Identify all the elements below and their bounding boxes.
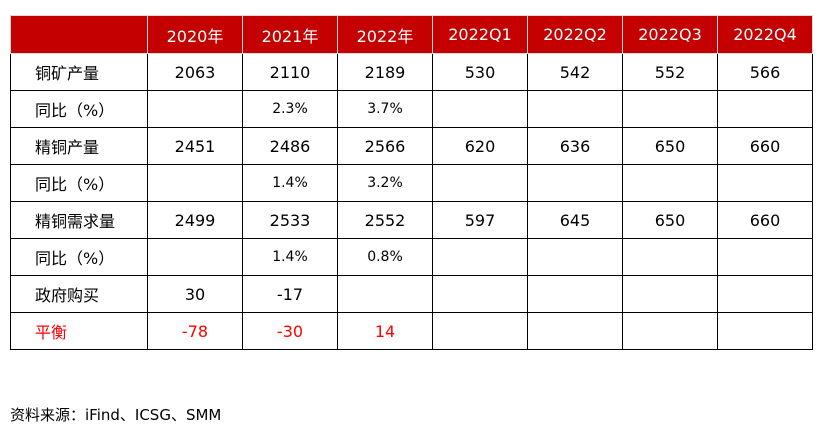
row-label: 平衡 (10, 312, 148, 350)
table-cell (147, 90, 243, 128)
row-label: 铜矿产量 (10, 53, 148, 91)
table-cell: 650 (622, 127, 718, 165)
table-cell: 566 (717, 53, 813, 91)
table-cell (622, 312, 718, 350)
table-cell: 2451 (147, 127, 243, 165)
table-cell (717, 312, 813, 350)
table-cell (717, 90, 813, 128)
table-cell (432, 312, 528, 350)
table-cell: 0.8% (337, 238, 433, 276)
header-cell (10, 15, 148, 54)
table-cell (527, 90, 623, 128)
row-label: 同比（%） (10, 164, 148, 202)
table-cell: 552 (622, 53, 718, 91)
header-cell: 2022年 (337, 15, 433, 54)
table-cell (147, 238, 243, 276)
table-cell (717, 275, 813, 313)
header-cell: 2021年 (242, 15, 338, 54)
table-cell: 645 (527, 201, 623, 239)
table-cell: -30 (242, 312, 338, 350)
header-row: 2020年 2021年 2022年 2022Q1 2022Q2 2022Q3 2… (10, 15, 813, 54)
table-cell (622, 90, 718, 128)
table-cell (622, 238, 718, 276)
table-cell (527, 312, 623, 350)
table-cell: 3.2% (337, 164, 433, 202)
row-label: 政府购买 (10, 275, 148, 313)
table-cell: 597 (432, 201, 528, 239)
table-cell: -78 (147, 312, 243, 350)
header-cell: 2022Q1 (432, 15, 528, 54)
table-cell: 2063 (147, 53, 243, 91)
row-label: 同比（%） (10, 90, 148, 128)
table-row: 铜矿产量 2063 2110 2189 530 542 552 566 (10, 53, 813, 91)
table-cell: 2499 (147, 201, 243, 239)
header-cell: 2022Q2 (527, 15, 623, 54)
table-cell (527, 238, 623, 276)
table-cell (717, 164, 813, 202)
table-cell (622, 164, 718, 202)
row-label: 精铜产量 (10, 127, 148, 165)
table-cell: 2.3% (242, 90, 338, 128)
row-label: 同比（%） (10, 238, 148, 276)
table-row: 同比（%） 1.4% 0.8% (10, 238, 813, 276)
table-cell: 660 (717, 201, 813, 239)
table-cell: 14 (337, 312, 433, 350)
table-cell: 620 (432, 127, 528, 165)
table-row: 同比（%） 1.4% 3.2% (10, 164, 813, 202)
table-cell: 1.4% (242, 238, 338, 276)
table-cell: 2110 (242, 53, 338, 91)
table-cell: 2552 (337, 201, 433, 239)
table-cell: 650 (622, 201, 718, 239)
table-cell: 660 (717, 127, 813, 165)
table-cell (717, 238, 813, 276)
source-note: 资料来源：iFind、ICSG、SMM (10, 406, 222, 424)
table-cell: -17 (242, 275, 338, 313)
table-cell (527, 164, 623, 202)
table-row: 政府购买 30 -17 (10, 275, 813, 313)
table-cell (432, 90, 528, 128)
table-cell: 1.4% (242, 164, 338, 202)
table-cell: 3.7% (337, 90, 433, 128)
table-cell (622, 275, 718, 313)
table-cell: 2486 (242, 127, 338, 165)
table-cell: 2566 (337, 127, 433, 165)
header-cell: 2022Q4 (717, 15, 813, 54)
table-cell: 2533 (242, 201, 338, 239)
table-cell (432, 275, 528, 313)
table-cell: 636 (527, 127, 623, 165)
table-cell (527, 275, 623, 313)
table-cell (147, 164, 243, 202)
header-cell: 2020年 (147, 15, 243, 54)
table-cell (432, 238, 528, 276)
copper-balance-table: 2020年 2021年 2022年 2022Q1 2022Q2 2022Q3 2… (10, 15, 813, 350)
table-row: 精铜需求量 2499 2533 2552 597 645 650 660 (10, 201, 813, 239)
table-cell: 2189 (337, 53, 433, 91)
table-cell (337, 275, 433, 313)
table-row: 精铜产量 2451 2486 2566 620 636 650 660 (10, 127, 813, 165)
table-row: 同比（%） 2.3% 3.7% (10, 90, 813, 128)
table-cell: 530 (432, 53, 528, 91)
header-cell: 2022Q3 (622, 15, 718, 54)
table-cell: 30 (147, 275, 243, 313)
row-label: 精铜需求量 (10, 201, 148, 239)
table-row: 平衡 -78 -30 14 (10, 312, 813, 350)
table-cell: 542 (527, 53, 623, 91)
table-cell (432, 164, 528, 202)
